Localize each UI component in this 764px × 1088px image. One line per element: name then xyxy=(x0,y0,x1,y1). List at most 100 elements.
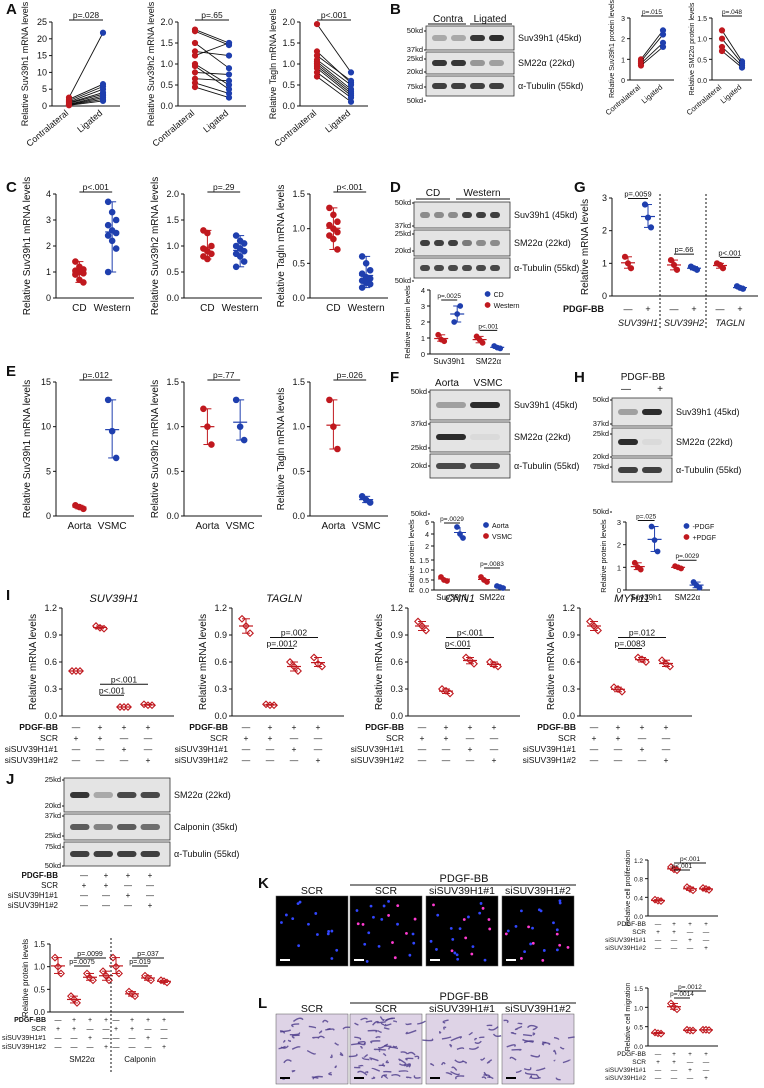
data-point xyxy=(99,97,107,105)
y-tick-label: 3 xyxy=(46,215,51,225)
migrated-cell xyxy=(384,1044,392,1048)
migrated-cell xyxy=(462,1060,468,1064)
migrated-cell xyxy=(422,1038,434,1042)
pair-line xyxy=(194,65,230,90)
migr-micrograph xyxy=(425,1013,499,1085)
migrated-cell xyxy=(308,1025,317,1029)
migrated-cell xyxy=(523,1067,532,1071)
data-point xyxy=(112,245,120,252)
migrated-cell xyxy=(405,1057,414,1061)
data-point xyxy=(334,228,341,236)
treatment-sign: + xyxy=(162,1044,166,1051)
cell-nucleus xyxy=(436,913,440,917)
protein-band xyxy=(476,240,486,246)
migrated-cell xyxy=(474,1037,478,1041)
treatment-sign: — xyxy=(687,929,694,936)
treatment-sign: — xyxy=(55,1017,62,1024)
p-value: p=.002 xyxy=(281,628,308,638)
y-tick-label: 0.0 xyxy=(166,511,179,521)
treatment-sign: + xyxy=(444,733,449,743)
panel-letter: I xyxy=(6,587,10,604)
pair-line xyxy=(68,100,104,106)
data-point xyxy=(484,579,490,585)
migrated-cell xyxy=(291,1046,301,1050)
image-label: siSUV39H1#1 xyxy=(429,1003,495,1015)
treatment-sign: + xyxy=(244,733,249,743)
cell-nucleus xyxy=(361,923,365,926)
x-tick-label: Aorta xyxy=(321,521,345,532)
migrated-cell xyxy=(450,1070,461,1076)
protein-knockdown-chart: 0.0 0.5 1.0 1.5 Relative protein levels p=.00… xyxy=(2,938,184,1072)
migrated-cell xyxy=(361,1057,370,1061)
p-value: p<.001 xyxy=(672,863,692,870)
protein-band xyxy=(434,240,444,246)
marker-label: 50kd xyxy=(395,198,411,207)
knockdown-mrna-chart: TAGLN 0.0 0.3 0.6 0.9 1.2 Relative mRNA levels… xyxy=(175,593,344,765)
protein-band xyxy=(436,402,466,408)
protein-band xyxy=(489,35,504,41)
treatment-sign: — xyxy=(242,744,251,754)
p-value: p=.028 xyxy=(73,10,100,20)
treatment-sign: + xyxy=(704,1075,708,1082)
panel-letter: G xyxy=(574,179,586,196)
y-tick-label: 1.0 xyxy=(292,422,305,432)
y-tick-label: 1.5 xyxy=(34,940,46,949)
migrated-cell xyxy=(371,1076,376,1080)
treatment-label: siSUV39H1#1 xyxy=(5,744,59,754)
protein-band xyxy=(490,265,500,271)
marker-label: 50kd xyxy=(593,395,609,404)
treatment-sign: + xyxy=(268,733,273,743)
cell-nucleus xyxy=(327,930,331,933)
cell-nucleus xyxy=(355,909,359,912)
treatment-sign: — xyxy=(144,744,153,754)
x-tick-label: SM22α xyxy=(479,593,505,602)
treatment-sign: — xyxy=(614,744,623,754)
migrated-cell xyxy=(377,1030,382,1034)
treatment-sign: + xyxy=(592,733,597,743)
treatment-sign: — xyxy=(145,1044,152,1051)
protein-band xyxy=(70,792,90,798)
treatment-sign: — xyxy=(314,733,323,743)
protein-band xyxy=(448,240,458,246)
cell-nucleus xyxy=(451,938,455,941)
band-label: Suv39h1 (45kd) xyxy=(676,407,740,417)
pair-line xyxy=(68,32,104,98)
protein-band xyxy=(70,824,90,830)
panel-letter: L xyxy=(258,995,267,1012)
band-label: Suv39h1 (45kd) xyxy=(514,210,578,220)
cell-nucleus xyxy=(391,941,394,944)
cell-nucleus xyxy=(481,906,485,910)
treatment-sign: + xyxy=(691,304,696,314)
cell-nucleus xyxy=(523,950,527,954)
western-blot: Suv39h1 (45kd) SM22α (22kd) α-Tubulin (55k… xyxy=(407,25,583,105)
migrated-cell xyxy=(510,1031,517,1035)
prolif-micrograph xyxy=(501,895,575,967)
prolif-micrograph xyxy=(425,895,499,967)
y-tick-label: 25 xyxy=(37,17,47,27)
cell-nucleus xyxy=(363,942,367,946)
treatment-sign: + xyxy=(664,722,669,732)
treatment-sign: + xyxy=(492,755,497,765)
y-tick-label: 0.0 xyxy=(292,511,305,521)
marker-label: 20kd xyxy=(45,801,61,810)
cell-nucleus xyxy=(488,927,492,931)
treatment-sign: — xyxy=(71,1044,78,1051)
migrated-cell xyxy=(455,1075,465,1080)
panel-letter: F xyxy=(390,369,399,386)
p-value: p=.012 xyxy=(629,628,656,638)
cell-nucleus xyxy=(483,958,487,962)
migrated-cell xyxy=(478,1036,485,1039)
treatment-sign: + xyxy=(292,722,297,732)
migrated-cell xyxy=(289,1032,301,1036)
cell-nucleus xyxy=(413,917,417,921)
cell-nucleus xyxy=(462,918,466,921)
migrated-cell xyxy=(334,1065,338,1069)
protein-band xyxy=(93,824,113,830)
treatment-sign: + xyxy=(126,871,131,880)
migrated-cell xyxy=(376,1021,386,1024)
treatment-label: siSUV39H1#1 xyxy=(8,891,59,900)
marker-label: 20kd xyxy=(411,461,427,470)
protein-band xyxy=(451,35,466,41)
group-label: SM22α xyxy=(69,1055,95,1064)
cell-nucleus xyxy=(291,917,295,921)
